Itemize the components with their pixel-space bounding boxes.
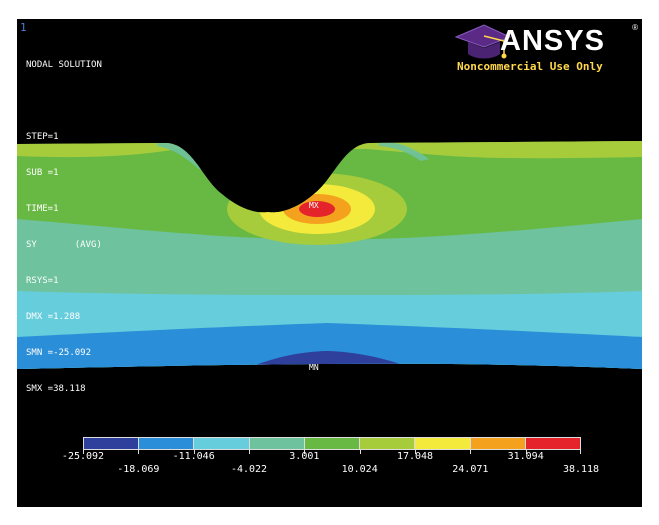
legend-tick xyxy=(193,450,195,454)
legend-value-label: 10.024 xyxy=(341,464,378,475)
info-line: RSYS=1 xyxy=(26,276,59,286)
contour-plot xyxy=(17,141,642,369)
legend-value-label: 17.048 xyxy=(396,451,434,462)
legend-tick xyxy=(138,450,140,454)
legend-swatch xyxy=(304,438,361,449)
info-line: SMX =38.118 xyxy=(26,384,86,394)
legend-tick xyxy=(525,450,527,454)
legend-tick xyxy=(83,450,84,454)
info-line: SMN =-25.092 xyxy=(26,348,92,358)
legend-swatch xyxy=(415,438,471,449)
ansys-logo: ANSYS ® Noncommercial Use Only xyxy=(454,23,638,81)
info-line: SUB =1 xyxy=(26,168,59,178)
graphics-window[interactable]: 1 NODAL SOLUTION STEP=1 SUB =1 TIME=1 SY… xyxy=(17,19,642,507)
legend-value-label: -18.069 xyxy=(117,464,160,475)
window-number: 1 xyxy=(20,21,27,34)
info-line: STEP=1 xyxy=(26,132,59,142)
registered-mark: ® xyxy=(632,23,638,32)
legend-value-label: 24.071 xyxy=(452,464,489,475)
legend-tick xyxy=(470,450,472,454)
legend-swatch xyxy=(360,438,416,449)
legend-value-label: -25.092 xyxy=(61,451,105,462)
legend-value-label: -4.022 xyxy=(230,464,268,475)
legend-value-label: -11.046 xyxy=(172,451,215,462)
legend-swatch xyxy=(194,438,250,449)
legend-swatch xyxy=(83,438,140,449)
legend-swatch xyxy=(249,438,305,449)
info-line xyxy=(26,95,102,107)
legend-tick xyxy=(359,450,361,454)
legend-value-label: 3.001 xyxy=(289,451,320,462)
info-line: DMX =1.288 xyxy=(26,312,81,322)
license-note: Noncommercial Use Only xyxy=(457,60,603,73)
legend-value-label: 38.118 xyxy=(562,464,600,475)
info-line: NODAL SOLUTION xyxy=(26,60,102,70)
legend-color-bar xyxy=(83,437,581,450)
legend-tick xyxy=(415,450,416,454)
contour-legend: -25.092 -18.069 -11.046 -4.022 3.001 10.024 17… xyxy=(62,437,599,489)
legend-swatch xyxy=(525,438,581,449)
legend-swatch xyxy=(470,438,526,449)
legend-tick xyxy=(249,450,250,454)
legend-swatch xyxy=(139,438,195,449)
logo-wordmark: ANSYS xyxy=(500,25,605,57)
graduation-cap-icon xyxy=(454,24,512,59)
stress-contours xyxy=(17,141,642,369)
info-line: TIME=1 xyxy=(26,204,59,214)
legend-tick xyxy=(580,450,581,454)
solution-info: NODAL SOLUTION STEP=1 SUB =1 TIME=1 SY (… xyxy=(26,35,102,419)
info-line: SY (AVG) xyxy=(26,240,102,250)
legend-tick xyxy=(304,450,306,454)
legend-value-label: 31.094 xyxy=(507,451,544,462)
